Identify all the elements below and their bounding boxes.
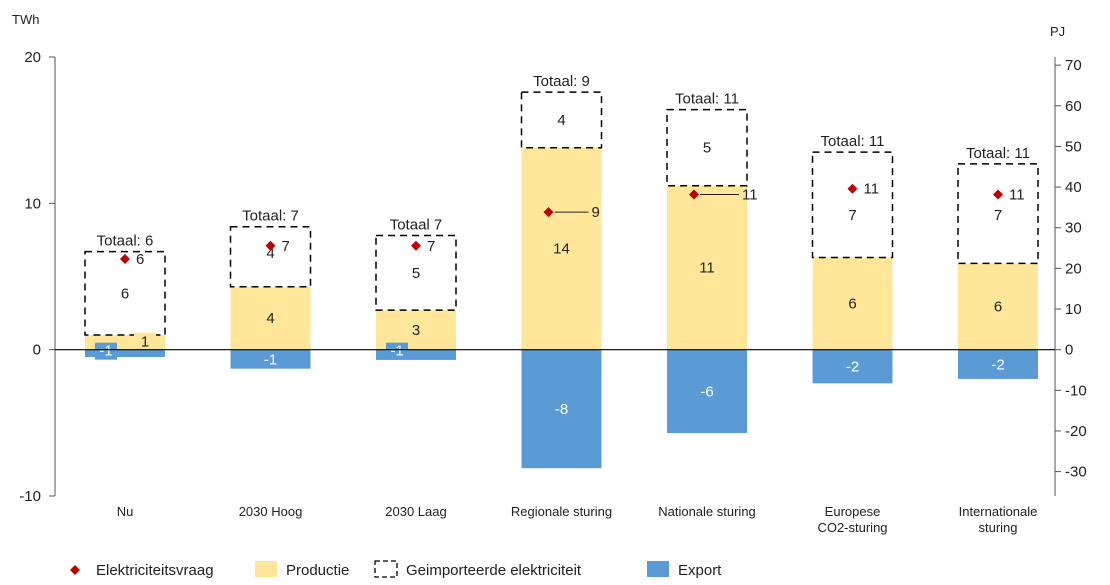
- demand-marker: [847, 183, 858, 194]
- category-label: sturing: [978, 520, 1017, 535]
- y-right-tick-label: 60: [1065, 98, 1082, 115]
- import-box: [666, 108, 748, 187]
- productie-bar: [812, 257, 893, 350]
- category-label: Regionale sturing: [511, 504, 612, 519]
- productie-bar: [230, 286, 311, 350]
- import-box: [520, 91, 603, 149]
- export-bar: [958, 349, 1038, 379]
- y-left-unit-label: TWh: [12, 12, 39, 27]
- demand-value-label: 7: [427, 238, 435, 255]
- import-value-label: 5: [703, 140, 711, 157]
- total-label: Totaal: 11: [821, 133, 885, 150]
- export-bar: [812, 349, 893, 384]
- category-label: Internationale: [959, 504, 1038, 519]
- export-bar: [521, 349, 602, 469]
- demand-value-label: 11: [742, 187, 758, 204]
- y-right-tick-label: 0: [1065, 342, 1073, 359]
- demand-value-label: 6: [136, 251, 144, 268]
- export-bar: [85, 349, 165, 357]
- total-label: Totaal: 6: [97, 233, 154, 250]
- productie-value-label: 4: [266, 310, 274, 327]
- category-label: CO2-sturing: [817, 520, 887, 535]
- total-label: Totaal: 9: [533, 73, 590, 90]
- import-value-label: 5: [412, 265, 420, 282]
- y-left-tick-label: 20: [24, 49, 41, 66]
- legend-productie-swatch: [255, 561, 277, 577]
- export-value-label: -8: [555, 401, 568, 418]
- category-label: Nationale sturing: [658, 504, 756, 519]
- legend-label-productie: Productie: [286, 562, 349, 579]
- legend-label-export: Export: [678, 562, 722, 579]
- import-box: [229, 225, 312, 288]
- productie-bar: [958, 263, 1038, 350]
- y-right-unit-label: PJ: [1050, 24, 1065, 39]
- export-label-bg: [386, 342, 408, 360]
- category-label: Nu: [117, 504, 134, 519]
- total-label: Totaal: 11: [966, 145, 1030, 162]
- y-right-tick-label: 40: [1065, 179, 1082, 196]
- import-value-label: 4: [557, 112, 565, 129]
- y-right-tick-label: 30: [1065, 220, 1082, 237]
- total-label: Totaal: 7: [242, 208, 299, 225]
- export-bar: [230, 349, 311, 369]
- import-box: [957, 163, 1039, 265]
- export-bar: [376, 349, 456, 360]
- category-label: 2030 Hoog: [239, 504, 303, 519]
- productie-value-label: 14: [553, 241, 570, 258]
- legend-export-swatch: [647, 561, 669, 577]
- y-right-tick-label: 70: [1065, 57, 1082, 74]
- export-value-label: -6: [700, 383, 713, 400]
- demand-marker: [689, 189, 699, 200]
- import-value-label: 4: [266, 245, 274, 262]
- productie-value-label: 6: [994, 298, 1002, 315]
- export-value-label: -1: [99, 343, 112, 360]
- demand-marker: [993, 189, 1003, 200]
- demand-marker: [543, 207, 554, 218]
- y-right-tick-label: -30: [1065, 464, 1087, 481]
- demand-marker: [411, 240, 421, 251]
- export-value-label: -1: [264, 352, 277, 369]
- total-label: Totaal: 11: [675, 91, 739, 108]
- import-value-label: 7: [848, 207, 856, 224]
- total-label: Totaal 7: [390, 217, 443, 234]
- y-right-tick-label: 50: [1065, 138, 1082, 155]
- demand-value-label: 7: [282, 238, 290, 255]
- y-left-tick-label: 10: [24, 195, 41, 212]
- import-box: [811, 151, 894, 259]
- legend-label-import: Geimporteerde elektriciteit: [406, 562, 582, 579]
- productie-bar: [667, 185, 747, 350]
- category-label: Europese: [825, 504, 881, 519]
- productie-value-label: 3: [412, 322, 420, 339]
- demand-value-label: 9: [592, 204, 600, 221]
- demand-marker: [265, 240, 276, 251]
- legend-label-demand: Elektriciteitsvraag: [96, 562, 214, 579]
- export-value-label: -2: [991, 356, 1004, 373]
- y-right-tick-label: -20: [1065, 423, 1087, 440]
- export-value-label: -2: [846, 358, 859, 375]
- y-right-tick-label: 20: [1065, 260, 1082, 277]
- legend-import-swatch: [374, 560, 398, 578]
- productie-label-bg: [134, 332, 156, 350]
- import-value-label: 7: [994, 207, 1002, 224]
- export-value-label: -1: [390, 343, 403, 360]
- y-right-tick-label: 10: [1065, 301, 1082, 318]
- productie-value-label: 6: [848, 296, 856, 313]
- import-value-label: 6: [121, 285, 129, 302]
- productie-value-label: 1: [141, 334, 149, 351]
- import-box: [84, 250, 166, 336]
- import-box: [375, 234, 457, 311]
- export-label-bg: [95, 342, 117, 360]
- y-right-tick-label: -10: [1065, 382, 1087, 399]
- productie-value-label: 11: [699, 260, 715, 277]
- category-label: 2030 Laag: [385, 504, 446, 519]
- productie-bar: [521, 147, 602, 350]
- legend-diamond-icon: [70, 565, 80, 575]
- demand-value-label: 11: [1009, 187, 1025, 204]
- export-bar: [667, 349, 747, 434]
- demand-marker: [120, 253, 130, 264]
- y-left-tick-label: 0: [33, 342, 41, 359]
- demand-value-label: 11: [864, 181, 880, 198]
- y-left-tick-label: -10: [19, 488, 41, 505]
